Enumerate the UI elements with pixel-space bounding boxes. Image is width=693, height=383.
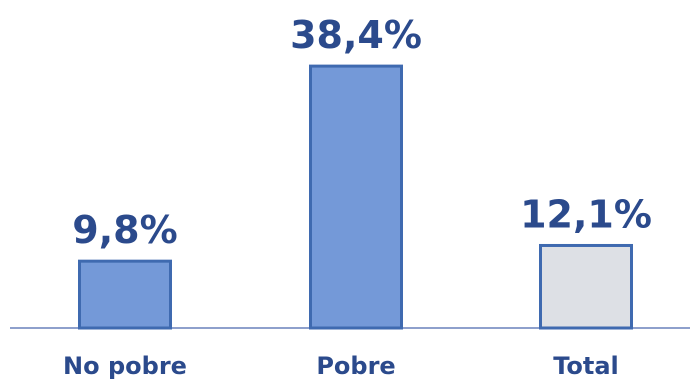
bar-no-pobre: [78, 259, 172, 330]
category-labels-group: No pobre Pobre Total: [63, 352, 619, 380]
value-labels-group: 9,8% 38,4% 12,1%: [72, 13, 652, 252]
bars-group: [78, 64, 633, 330]
category-label-no-pobre: No pobre: [63, 352, 187, 380]
bar-total: [539, 243, 633, 330]
value-label-total: 12,1%: [520, 192, 652, 236]
category-label-total: Total: [553, 352, 619, 380]
value-label-no-pobre: 9,8%: [72, 208, 177, 252]
category-label-pobre: Pobre: [316, 352, 395, 380]
value-label-pobre: 38,4%: [290, 13, 422, 57]
bar-pobre: [309, 64, 403, 330]
